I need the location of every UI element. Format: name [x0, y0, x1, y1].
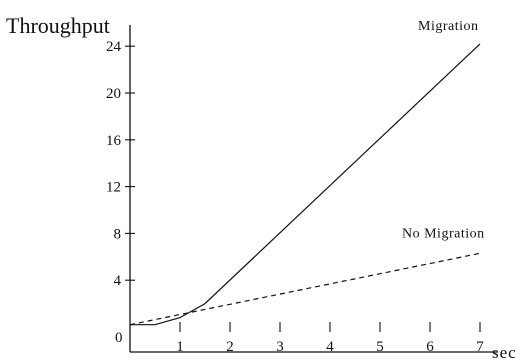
- x-tick-label: 1: [176, 339, 184, 355]
- series-label: Migration: [418, 19, 479, 34]
- x-tick-label: 3: [276, 339, 284, 355]
- x-tick-label: 6: [426, 339, 434, 355]
- y-tick-label: 12: [106, 180, 121, 196]
- y-tick-label: 16: [106, 133, 122, 149]
- series-label: No Migration: [402, 226, 485, 241]
- series-line: [130, 43, 481, 326]
- x-tick-label: 4: [326, 339, 334, 355]
- origin-label: 0: [115, 330, 123, 346]
- y-tick-label: 4: [114, 273, 122, 289]
- series-line: [129, 252, 481, 326]
- x-tick-label: 5: [376, 339, 384, 355]
- x-axis-title: sec: [492, 343, 517, 362]
- x-tick-label: 2: [226, 339, 234, 355]
- x-tick-label: 7: [476, 339, 484, 355]
- y-tick-label: 8: [114, 226, 122, 242]
- series-layer: Migration No Migration: [129, 19, 485, 326]
- y-axis-title: Throughput: [6, 13, 110, 38]
- y-tick-label: 20: [106, 86, 121, 102]
- y-tick-label: 24: [106, 39, 122, 55]
